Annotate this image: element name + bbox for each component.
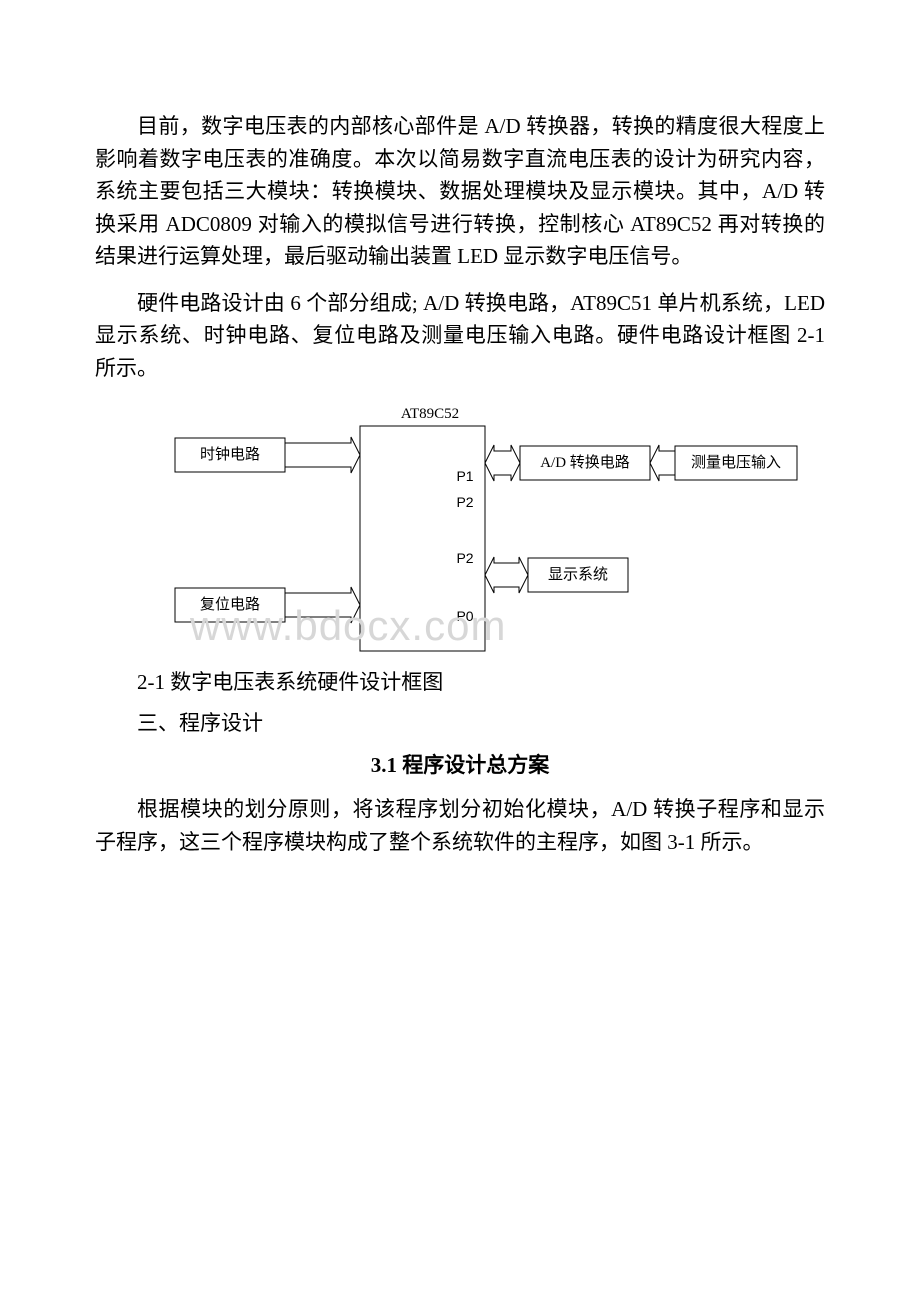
svg-text:P0: P0	[456, 608, 473, 624]
paragraph-hardware: 硬件电路设计由 6 个部分组成; A/D 转换电路，AT89C51 单片机系统，…	[95, 287, 825, 385]
block-diagram: AT89C52 时钟电路复位电路 A/D 转换电路 测量电压输入显示系统 P1 P2 P2 P…	[120, 398, 800, 658]
svg-text:复位电路: 复位电路	[200, 595, 260, 613]
svg-text:显示系统: 显示系统	[548, 566, 608, 583]
figure-caption: 2-1 数字电压表系统硬件设计框图	[95, 666, 825, 699]
block-diagram-container: AT89C52 时钟电路复位电路 A/D 转换电路 测量电压输入显示系统 P1 P2 P2 P…	[95, 398, 825, 658]
svg-text:P2: P2	[456, 494, 473, 510]
document-page: 目前，数字电压表的内部核心部件是 A/D 转换器，转换的精度很大程度上影响着数字…	[0, 0, 920, 1302]
svg-text:P2: P2	[456, 550, 473, 566]
svg-text:测量电压输入: 测量电压输入	[691, 454, 781, 471]
svg-text:P1: P1	[456, 468, 473, 484]
paragraph-program: 根据模块的划分原则，将该程序划分初始化模块，A/D 转换子程序和显示子程序，这三…	[95, 793, 825, 858]
paragraph-intro: 目前，数字电压表的内部核心部件是 A/D 转换器，转换的精度很大程度上影响着数字…	[95, 110, 825, 273]
svg-text:时钟电路: 时钟电路	[200, 446, 260, 463]
svg-text:A/D 转换电路: A/D 转换电路	[540, 454, 630, 471]
section-3-1-heading: 3.1 程序设计总方案	[95, 749, 825, 779]
section-3-heading: 三、程序设计	[95, 707, 825, 740]
svg-text:AT89C52: AT89C52	[401, 406, 459, 422]
